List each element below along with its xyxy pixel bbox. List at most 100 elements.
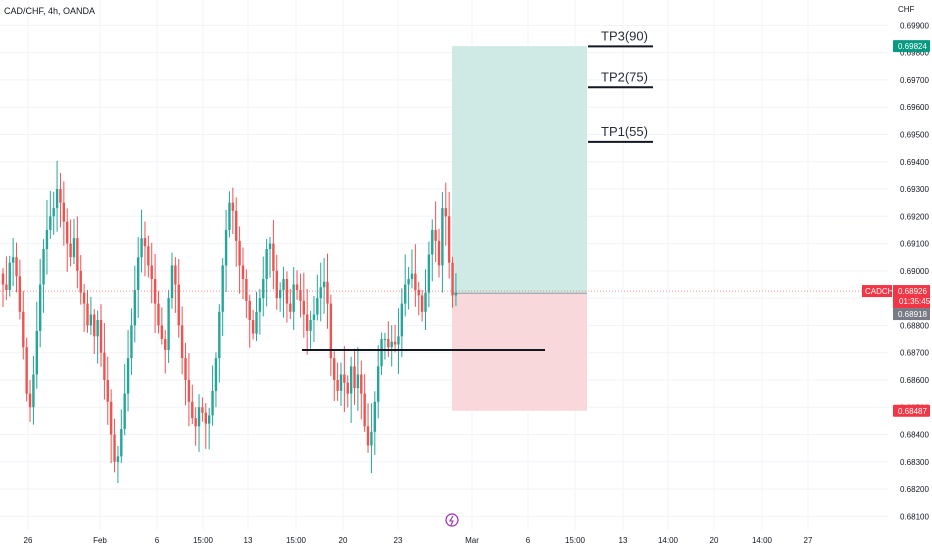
candle-down	[113, 434, 116, 462]
entry-badge	[893, 308, 930, 321]
candle-up	[390, 341, 393, 348]
y-tick-label: 0.69800	[900, 49, 929, 58]
candle-down	[235, 210, 238, 241]
price-axis[interactable]: 0.69900 0.69800 0.69700 0.69600 0.69500 0.694…	[900, 21, 929, 521]
candle-down	[79, 270, 82, 293]
x-tick-label: Mar	[465, 536, 479, 545]
candle-down	[299, 289, 302, 301]
candle-down	[275, 270, 278, 299]
candle-up	[52, 208, 55, 217]
candle-down	[194, 418, 197, 427]
candle-down	[238, 240, 241, 266]
x-tick-label: 26	[24, 536, 33, 545]
candle-down	[109, 401, 113, 435]
candle-down	[302, 300, 306, 315]
candle-up	[265, 249, 268, 280]
candle-down	[180, 325, 184, 359]
y-tick-label: 0.69100	[900, 240, 929, 249]
candle-up	[126, 358, 130, 394]
x-tick-label: 20	[710, 536, 719, 545]
candle-up	[137, 257, 140, 290]
candle-down	[343, 374, 346, 383]
candle-up	[211, 390, 214, 416]
candle-up	[319, 287, 322, 299]
y-tick-label: 0.68200	[900, 485, 929, 494]
x-tick-label: 15:00	[286, 536, 307, 545]
candle-up	[441, 208, 444, 266]
x-tick-label: 15:00	[193, 536, 214, 545]
candle-down	[191, 401, 194, 419]
candle-down	[333, 358, 336, 380]
candle-up	[349, 366, 353, 394]
candle-up	[89, 314, 93, 326]
candle-up	[339, 374, 343, 391]
candle-down	[86, 303, 89, 326]
candle-up	[356, 374, 360, 389]
candle-down	[295, 284, 299, 290]
candle-up	[255, 311, 258, 334]
candle-down	[417, 289, 420, 296]
candle-down	[306, 314, 309, 331]
x-tick-label: 13	[619, 536, 628, 545]
candle-down	[59, 189, 62, 203]
candle-up	[167, 298, 170, 350]
candle-down	[153, 279, 157, 304]
candle-down	[251, 319, 255, 334]
candle-down	[82, 292, 86, 304]
candle-down	[5, 284, 8, 290]
candle-down	[62, 202, 66, 222]
candle-down	[204, 412, 207, 424]
candle-down	[76, 238, 79, 271]
candle-up	[96, 319, 99, 337]
candle-up	[404, 284, 407, 304]
candle-up	[228, 202, 231, 230]
candle-down	[248, 300, 251, 320]
candle-down	[245, 279, 248, 301]
candle-down	[285, 279, 289, 304]
candle-up	[140, 238, 143, 258]
candle-down	[231, 202, 235, 211]
candle-up	[170, 265, 174, 299]
candle-down	[387, 339, 390, 348]
candle-up	[218, 311, 221, 359]
candle-up	[410, 273, 414, 280]
candle-down	[93, 314, 96, 337]
candle-down	[393, 341, 397, 345]
candle-up	[454, 292, 458, 296]
candle-down	[346, 382, 349, 394]
y-tick-label: 0.69400	[900, 158, 929, 167]
candle-down	[366, 426, 370, 446]
candle-up	[309, 319, 312, 331]
candle-down	[143, 238, 147, 247]
y-tick-label: 0.69500	[900, 130, 929, 139]
x-tick-label: 6	[526, 536, 531, 545]
candle-down	[241, 265, 245, 280]
y-tick-label: 0.68400	[900, 431, 929, 440]
loss-zone	[452, 293, 587, 411]
candle-up	[322, 281, 326, 288]
drawings: TP1(55) TP2(75) TP3(90)	[0, 28, 888, 351]
candle-up	[32, 374, 35, 408]
countdown-text: 01:35:45	[899, 297, 931, 306]
currency-label: CHF	[898, 5, 915, 14]
time-axis[interactable]: 26 Feb 6 15:00 13 15:00 20 23 Mar 6 15:00 13 14:00 20…	[24, 536, 813, 545]
candle-down	[157, 303, 160, 326]
candle-down	[22, 311, 25, 348]
y-tick-label: 0.69600	[900, 103, 929, 112]
x-tick-label: 23	[394, 536, 403, 545]
target-badge-text: 0.69824	[898, 42, 927, 51]
y-tick-label: 0.68800	[900, 321, 929, 330]
candle-up	[407, 279, 410, 285]
candle-down	[15, 257, 18, 277]
x-tick-label: 14:00	[658, 536, 679, 545]
candle-down	[336, 379, 339, 391]
candle-up	[312, 314, 316, 320]
position-zones	[452, 46, 587, 411]
candle-down	[66, 221, 69, 244]
candle-down	[177, 284, 180, 326]
candle-up	[55, 189, 59, 209]
candle-up	[262, 279, 265, 299]
replay-icon[interactable]	[445, 513, 459, 527]
symbol-badge-text: CADCHF	[865, 287, 898, 296]
